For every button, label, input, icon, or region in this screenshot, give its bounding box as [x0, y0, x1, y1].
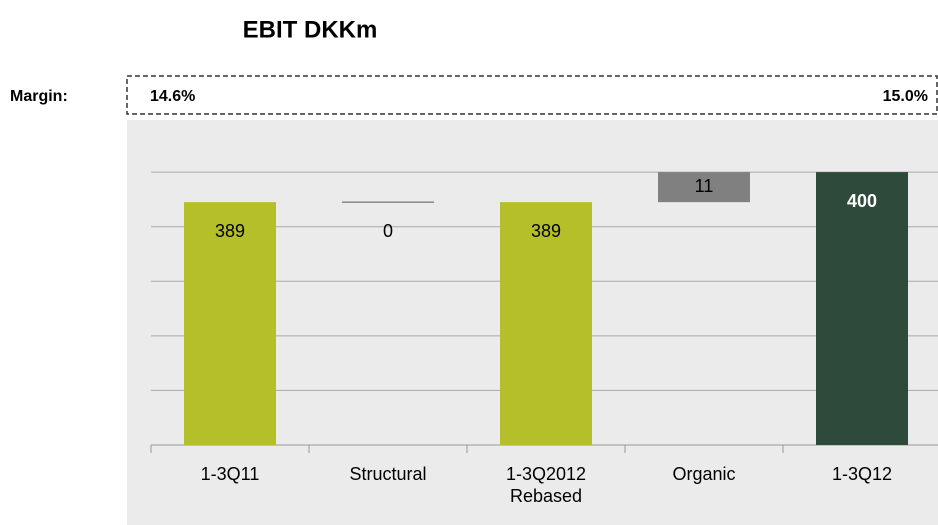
margin-box	[126, 75, 938, 115]
x-tick-label: 1-3Q11	[200, 464, 260, 484]
bar	[184, 202, 276, 445]
value-label: 11	[695, 176, 714, 196]
value-label: 0	[383, 221, 393, 241]
margin-value: 15.0%	[883, 88, 928, 105]
bar	[500, 202, 592, 445]
x-tick-label: 1-3Q12	[831, 464, 893, 484]
x-tick-label: Structural	[349, 464, 427, 484]
margin-value: 14.6%	[150, 88, 195, 105]
bar	[816, 172, 908, 445]
value-label: 389	[531, 221, 561, 241]
bar	[658, 172, 750, 203]
chart-title: EBIT DKKm	[243, 16, 378, 43]
value-label: 389	[215, 221, 245, 241]
x-tick-label: Organic	[672, 464, 736, 484]
x-tick-label: 1-3Q2012 Rebased	[505, 464, 587, 506]
margin-label: Margin:	[10, 88, 68, 105]
value-label: 400	[847, 191, 877, 211]
